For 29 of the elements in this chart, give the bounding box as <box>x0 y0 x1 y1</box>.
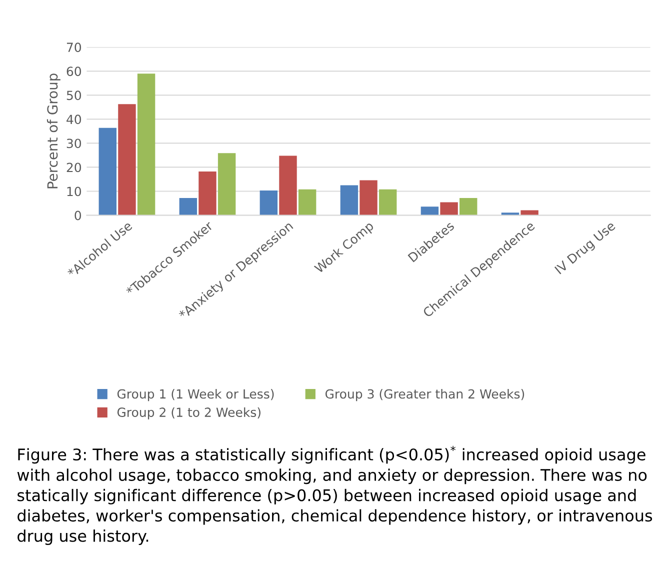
bar <box>440 202 458 216</box>
bar <box>137 74 156 216</box>
bar <box>378 189 397 216</box>
y-tick-label: 10 <box>67 186 82 196</box>
legend-label: Group 3 (Greater than 2 Weeks) <box>325 388 524 402</box>
y-tick-label: 20 <box>66 162 82 172</box>
y-tick-label: 0 <box>74 210 82 220</box>
y-tick-label: 50 <box>66 90 82 100</box>
bar <box>360 180 378 216</box>
caption: Figure 3: There was a statistically significant (p<0.05)$^{*}$ increased opioid usage with alcohol usage, tobacco smoking, and anxiety or depression. There was no statically significant difference (p>0.05) between increased opioid usage and diabetes, worker's compensation, chemical dependence history, or intravenous drug use history. <box>17 446 652 546</box>
bar <box>420 206 439 216</box>
bar <box>279 156 297 216</box>
bar <box>218 153 236 216</box>
bar <box>198 172 216 216</box>
legend-label: Group 2 (1 to 2 Weeks) <box>117 407 260 420</box>
bar <box>460 198 478 216</box>
bar <box>98 128 116 216</box>
y-tick-label: 30 <box>66 138 82 148</box>
y-tick-label: 40 <box>66 114 82 124</box>
legend-label: Group 1 (1 Week or Less) <box>117 388 274 402</box>
bar <box>520 210 538 216</box>
bar <box>340 185 358 216</box>
bar <box>118 104 136 216</box>
y-tick-label: 60 <box>66 66 82 76</box>
bar <box>260 190 278 216</box>
y-axis-title: Percent of Group <box>46 74 60 188</box>
y-tick-label: 70 <box>66 42 82 52</box>
bar <box>179 198 198 216</box>
bar <box>298 189 316 216</box>
